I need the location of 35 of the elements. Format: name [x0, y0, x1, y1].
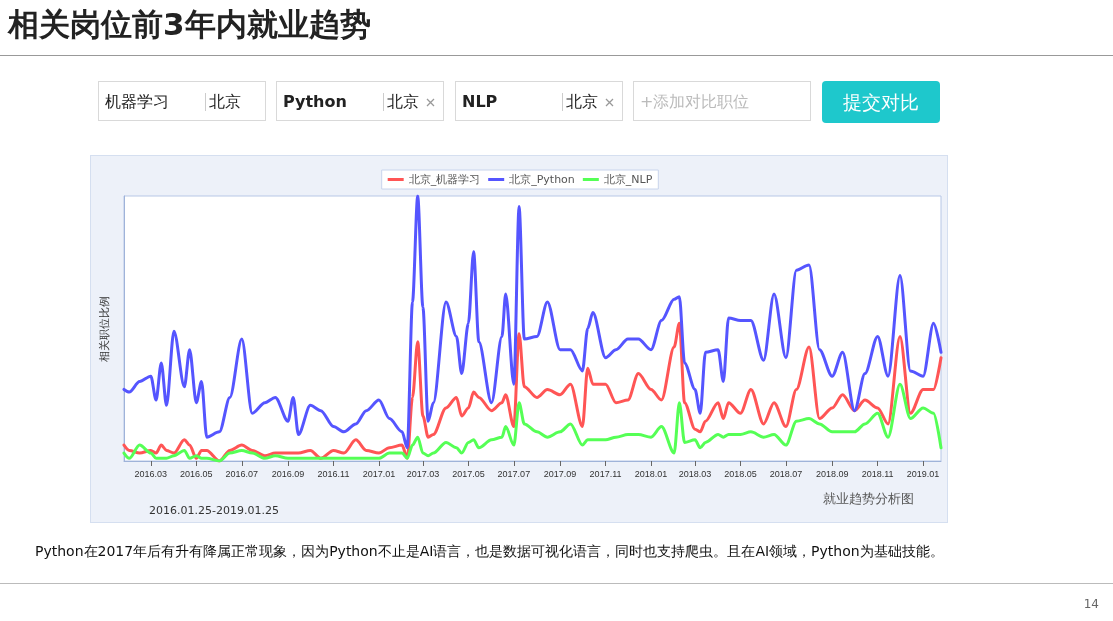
x-tick-label: 2019.01 — [906, 468, 940, 479]
x-tick-label: 2017.09 — [543, 468, 577, 479]
x-tick-label: 2016.11 — [317, 468, 350, 479]
text: 北京 — [566, 92, 598, 113]
text: 北京 — [387, 92, 419, 113]
text: 提交对比 — [822, 81, 940, 123]
x-tick-label: 2018.07 — [769, 468, 803, 479]
text: +添加对比职位 — [640, 92, 750, 113]
x-tick-label: 2017.05 — [452, 468, 485, 479]
x-tick-label: 2016.03 — [134, 468, 168, 479]
x-tick-label: 2018.11 — [861, 468, 894, 479]
text: 2016.01.25-2019.01.25 — [149, 504, 279, 517]
x-tick-label: 2018.05 — [724, 468, 757, 479]
text: Python在2017年后有升有降属正常现象，因为Python不止是AI语言，也是数据可视化语言，同时也支持爬虫。且在AI领域，Python为基础技能。 — [35, 542, 945, 561]
x-tick-label: 2016.09 — [271, 468, 305, 479]
y-axis-title: 相关职位比例 — [98, 295, 111, 362]
legend-label: 北京_NLP — [603, 173, 653, 186]
text: 北京 — [209, 92, 241, 113]
x-tick-label: 2017.11 — [589, 468, 622, 479]
text: NLP — [462, 92, 498, 111]
text: Python — [283, 92, 347, 111]
x-tick-label: 2016.05 — [180, 468, 213, 479]
text: 14 — [1083, 597, 1099, 611]
x-tick-label: 2016.07 — [225, 468, 259, 479]
x-tick-label: 2018.03 — [678, 468, 712, 479]
x-tick-label: 2018.01 — [634, 468, 668, 479]
chart-title: 相关岗位前3年内就业趋势 — [8, 5, 371, 44]
text: 就业趋势分析图 — [823, 490, 914, 508]
legend-label: 北京_机器学习 — [408, 173, 481, 186]
x-tick-label: 2018.09 — [815, 468, 849, 479]
x-tick-label: 2017.03 — [406, 468, 440, 479]
text: 机器学习 — [105, 92, 169, 113]
x-tick-label: 2017.01 — [362, 468, 396, 479]
x-tick-label: 2017.07 — [497, 468, 531, 479]
legend-label: 北京_Python — [509, 173, 575, 186]
